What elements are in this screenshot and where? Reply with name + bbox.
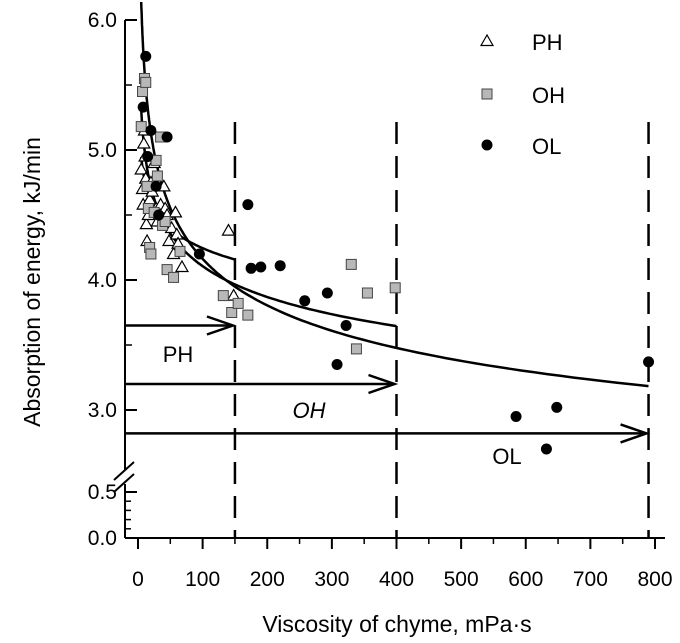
data-point-ol <box>193 248 205 260</box>
y-tick-label: 6.0 <box>88 9 117 32</box>
data-point-oh <box>151 170 163 182</box>
y-axis-title: Absorption of energy, kJ/min <box>19 137 45 427</box>
data-point-ol <box>245 262 257 274</box>
fitted-curve-ol <box>139 1 649 388</box>
data-point-oh <box>140 76 152 88</box>
data-point-ph <box>174 259 189 273</box>
data-point-ol <box>321 287 333 299</box>
data-point-ol <box>643 356 655 368</box>
x-tick-label: 400 <box>379 568 414 591</box>
data-point-oh <box>217 290 229 302</box>
data-point-oh <box>174 245 186 257</box>
data-point-ph <box>168 205 183 218</box>
x-tick-label: 100 <box>185 568 220 591</box>
data-point-ph <box>136 136 151 149</box>
data-point-ol <box>331 359 343 370</box>
data-point-oh <box>361 287 373 299</box>
range-arrow-head <box>368 373 399 395</box>
data-point-ol <box>161 131 173 143</box>
data-point-ol <box>540 443 552 455</box>
range-label-ol: OL <box>492 444 521 469</box>
data-point-ol <box>340 320 352 331</box>
x-axis-title: Viscosity of chyme, mPa·s <box>262 611 531 637</box>
data-point-ol <box>551 401 563 413</box>
axes: 3.0 4.0 5.0 6.0 0.0 0.5 0 100 200 300 400 500 600 700… <box>88 9 673 591</box>
y-tick-label: 4.0 <box>88 269 117 292</box>
y-tick-label: 0.0 <box>88 527 117 550</box>
legend: PH OH OL <box>479 30 565 159</box>
data-point-ol <box>140 50 152 62</box>
legend-marker-oh <box>481 88 493 100</box>
x-tick-label: 500 <box>444 568 479 591</box>
x-tick-label: 300 <box>314 568 349 591</box>
x-tick-label: 600 <box>508 568 543 591</box>
data-point-ol <box>255 261 267 273</box>
x-tick-label: 800 <box>637 568 672 591</box>
data-point-ol <box>510 411 522 422</box>
y-tick-label: 5.0 <box>88 139 117 162</box>
data-point-ol <box>145 125 157 136</box>
y-axis-break-mark <box>113 461 135 481</box>
data-point-oh <box>161 264 173 276</box>
data-point-ol <box>153 209 165 221</box>
data-point-ol <box>142 151 154 162</box>
data-point-oh <box>232 297 244 309</box>
range-arrow-head <box>206 315 237 336</box>
data-point-ol <box>137 101 149 113</box>
data-point-oh <box>137 86 149 97</box>
legend-label-ol: OL <box>532 134 561 159</box>
y-tick-label: 3.0 <box>88 399 117 422</box>
data-point-oh <box>389 282 401 294</box>
range-label-ph: PH <box>163 342 194 367</box>
data-point-ol <box>242 199 254 211</box>
y-tick-label: 0.5 <box>88 481 117 504</box>
data-point-oh <box>226 307 238 318</box>
x-tick-label: 700 <box>573 568 608 591</box>
data-point-ph <box>164 220 179 234</box>
x-tick-label: 0 <box>132 568 144 591</box>
data-point-oh <box>242 309 254 321</box>
y-axis-break-mark <box>113 473 135 493</box>
data-point-ol <box>150 180 162 192</box>
legend-marker-ol <box>481 139 493 151</box>
data-point-oh <box>345 258 357 270</box>
data-point-ph <box>139 216 154 230</box>
data-point-ph <box>221 223 236 236</box>
fitted-curve-oh <box>139 109 397 328</box>
range-arrow-head <box>620 423 651 444</box>
data-point-oh <box>141 180 153 192</box>
legend-marker-ph <box>479 33 495 47</box>
data-point-ol <box>299 295 311 307</box>
data-point-oh <box>168 271 180 283</box>
plot-area: PH OH OL <box>125 1 655 538</box>
legend-label-ph: PH <box>532 30 563 55</box>
x-tick-label: 200 <box>250 568 285 591</box>
legend-label-oh: OH <box>532 83 565 108</box>
range-label-oh: OH <box>293 398 326 423</box>
data-point-ph <box>134 162 149 175</box>
data-point-oh <box>350 343 362 355</box>
data-point-ol <box>274 260 286 272</box>
data-point-oh <box>145 248 157 260</box>
data-point-oh <box>135 121 147 133</box>
data-point-oh <box>159 216 171 227</box>
data-point-ph <box>161 233 177 247</box>
